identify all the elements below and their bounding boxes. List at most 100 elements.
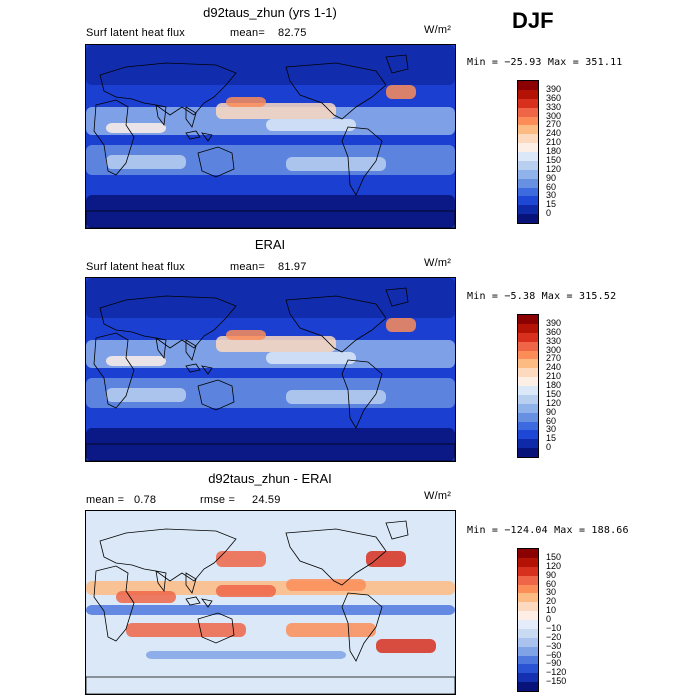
colorbar-cell — [518, 637, 538, 647]
colorbar-tick-label: 150 — [546, 551, 562, 562]
colorbar-tick-label: 180 — [546, 146, 562, 156]
colorbar-cell — [518, 377, 538, 386]
colorbar-tick-label: 20 — [546, 596, 557, 607]
contour-region — [266, 119, 356, 131]
coastline — [185, 596, 213, 608]
contour-region — [226, 330, 266, 340]
panel-1-minmax: Min = −25.93 Max = 351.11 — [467, 57, 623, 68]
colorbar-cell — [518, 593, 538, 603]
colorbar-cell — [518, 134, 538, 144]
colorbar-tick-label: 120 — [546, 560, 562, 571]
colorbar-cell — [518, 611, 538, 620]
coastline — [93, 332, 135, 409]
panel-3-units: W/m² — [424, 490, 452, 502]
colorbar-tick-label: 360 — [546, 326, 562, 337]
colorbar-cell — [518, 566, 538, 576]
contour-region — [386, 85, 416, 99]
colorbar-cell — [518, 89, 538, 99]
colorbar-cell — [518, 315, 538, 324]
colorbar-tick-label: 30 — [546, 587, 557, 598]
colorbar-tick-label: 90 — [546, 172, 557, 183]
colorbar-tick-label: 10 — [546, 605, 557, 616]
colorbar-tick-label: 330 — [546, 335, 562, 346]
colorbar-tick-label: 210 — [546, 137, 562, 148]
colorbar-cell — [518, 655, 538, 665]
colorbar-cell — [518, 178, 538, 188]
panel-3-rmse-value: 24.59 — [252, 494, 281, 506]
colorbar-cell — [518, 169, 538, 179]
panel-1-map — [85, 44, 456, 229]
colorbar-cell — [518, 646, 538, 656]
coastline — [197, 379, 235, 411]
colorbar-tick-label: 60 — [546, 181, 557, 192]
panel-2-map-svg — [86, 278, 455, 461]
coastline — [99, 62, 237, 116]
colorbar-tick-label: 270 — [546, 119, 562, 130]
contour-region — [146, 651, 346, 659]
colorbar-cell — [518, 368, 538, 378]
colorbar-cell — [518, 430, 538, 440]
coastline — [285, 62, 387, 120]
contour-region — [86, 428, 455, 461]
colorbar-tick-label: 300 — [546, 110, 562, 121]
colorbar-tick-label: 120 — [546, 163, 562, 174]
colorbar-tick-label: 210 — [546, 371, 562, 382]
coastline — [385, 287, 409, 307]
coastline — [285, 528, 387, 586]
panel-1-title: d92taus_zhun (yrs 1-1) — [203, 5, 337, 20]
colorbar-tick-label: 390 — [546, 83, 562, 94]
contour-region — [386, 318, 416, 332]
colorbar-cell — [518, 628, 538, 638]
colorbar-tick-label: 90 — [546, 569, 557, 580]
colorbar-cell — [518, 584, 538, 594]
panel-2-units: W/m² — [424, 257, 452, 269]
panel-1-variable: Surf latent heat flux — [86, 27, 185, 39]
colorbar-tick-label: 0 — [546, 614, 552, 624]
panel-3-mean: mean = 0.78 — [86, 494, 157, 506]
colorbar-tick-label: 390 — [546, 317, 562, 328]
panel-1-mean-label: mean= — [230, 27, 265, 39]
colorbar-cell — [518, 350, 538, 360]
coastline — [99, 528, 237, 582]
colorbar-tick-label: 150 — [546, 388, 562, 399]
contour-region — [226, 97, 266, 107]
colorbar-tick-label: 0 — [546, 442, 552, 453]
panel-2-colorbar — [517, 314, 539, 458]
colorbar-cell — [518, 412, 538, 422]
coastline — [155, 104, 197, 128]
colorbar-cell — [518, 107, 538, 117]
contour-region — [366, 551, 406, 567]
colorbar-cell — [518, 125, 538, 135]
contour-region — [286, 390, 386, 404]
coastline — [197, 612, 235, 644]
colorbar-cell — [518, 152, 538, 161]
colorbar-tick-label: −10 — [546, 622, 562, 633]
coastline — [93, 565, 135, 642]
panel-2-colorbar-labels: 390 360 330 300 270 240 210 180 150 120 90 60 30 15 0 — [546, 314, 586, 458]
colorbar-cell — [518, 98, 538, 108]
panel-2-map — [85, 277, 456, 462]
colorbar-tick-label: −30 — [546, 640, 562, 651]
colorbar-tick-label: 60 — [546, 578, 557, 589]
colorbar-cell — [518, 341, 538, 351]
contour-region — [286, 623, 376, 637]
coastline — [185, 130, 213, 142]
panel-2-minmax: Min = −5.38 Max = 315.52 — [467, 291, 617, 302]
colorbar-cell — [518, 160, 538, 170]
season-label: DJF — [512, 8, 554, 33]
panel-2-title: ERAI — [254, 237, 286, 252]
colorbar-tick-label: 360 — [546, 92, 562, 103]
contour-region — [286, 579, 366, 591]
colorbar-tick-label: 15 — [546, 199, 557, 210]
colorbar-tick-label: 60 — [546, 415, 557, 426]
contour-region — [106, 123, 166, 133]
colorbar-cell — [518, 323, 538, 333]
colorbar-cell — [518, 557, 538, 567]
panel-1-units: W/m² — [424, 24, 452, 36]
colorbar-tick-label: 90 — [546, 406, 557, 417]
colorbar-cell — [518, 602, 538, 612]
panel-3-colorbar-labels: 150 120 90 60 30 20 10 0 −10 −20 −30 −60 −90 −120 −150 — [546, 548, 586, 692]
coastline — [86, 210, 455, 228]
colorbar-tick-label: 180 — [546, 380, 562, 390]
colorbar-cell — [518, 116, 538, 126]
